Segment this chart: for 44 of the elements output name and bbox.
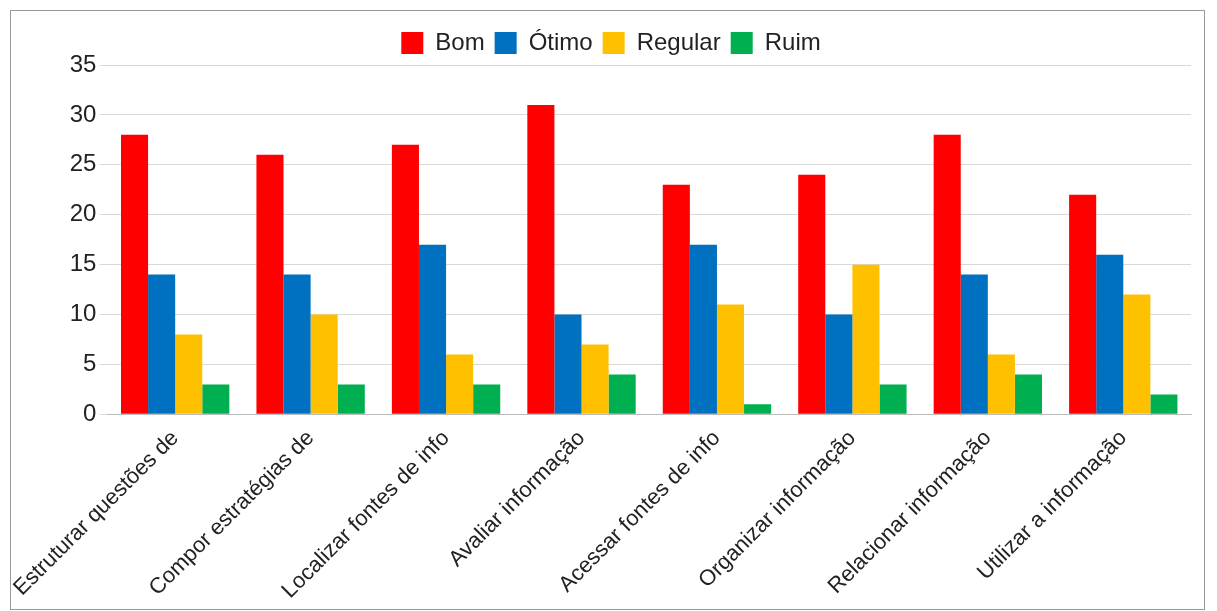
- bar: [825, 314, 853, 414]
- bar: [1096, 254, 1124, 414]
- bar: [473, 384, 501, 414]
- bar: [391, 144, 419, 414]
- bar: [1069, 194, 1097, 414]
- bar: [852, 264, 880, 414]
- bar: [446, 354, 474, 414]
- bar: [608, 374, 636, 414]
- bar: [744, 404, 772, 414]
- bar: [1014, 374, 1043, 414]
- bar: [1123, 294, 1151, 414]
- bar: [256, 154, 284, 414]
- bar: [554, 314, 582, 414]
- y-tick-label: 5: [83, 349, 97, 377]
- bar: [527, 104, 555, 414]
- bar: [337, 384, 365, 414]
- bar: [689, 244, 717, 414]
- bar: [310, 314, 338, 414]
- bar: [879, 384, 907, 414]
- bar: [960, 274, 988, 414]
- bar: [283, 274, 311, 414]
- bar: [121, 134, 149, 414]
- y-tick-label: 10: [69, 299, 97, 327]
- legend-label: Bom: [435, 27, 485, 55]
- bar: [662, 184, 690, 414]
- legend-label: Regular: [636, 27, 721, 55]
- bar: [987, 354, 1015, 414]
- y-tick-label: 15: [69, 249, 97, 277]
- bar: [202, 384, 230, 414]
- y-tick-label: 25: [69, 149, 97, 177]
- bar: [581, 344, 609, 414]
- legend-label: Ótimo: [528, 27, 593, 55]
- bar: [933, 134, 961, 414]
- bar: [798, 174, 826, 414]
- legend-label: Ruim: [764, 27, 821, 55]
- y-tick-label: 35: [69, 49, 97, 77]
- bar: [716, 304, 745, 414]
- bar: [1150, 394, 1178, 414]
- y-tick-label: 0: [83, 398, 97, 426]
- bar: [148, 274, 176, 414]
- bar: [175, 334, 203, 414]
- bar: [418, 244, 447, 414]
- y-tick-label: 20: [69, 199, 97, 227]
- y-tick-label: 30: [69, 99, 97, 127]
